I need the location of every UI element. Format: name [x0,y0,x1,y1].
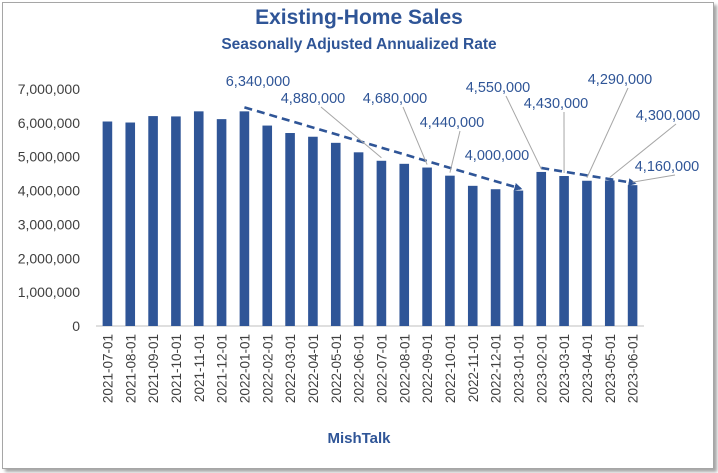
data-label: 4,300,000 [609,108,701,178]
data-label: 4,880,000 [281,91,382,159]
x-tick-label: 2022-02-01 [260,334,275,403]
x-tick-label: 2021-12-01 [215,334,230,403]
x-tick-label: 2022-05-01 [329,334,344,403]
data-label: 4,430,000 [524,96,589,174]
x-tick-label: 2023-03-01 [557,334,572,403]
x-tick-label: 2022-03-01 [283,334,298,403]
chart-title: Existing-Home Sales [255,6,463,29]
data-label-text: 4,000,000 [465,148,530,164]
data-label: 4,160,000 [632,159,700,183]
y-tick-label: 1,000,000 [18,284,80,300]
bar [376,160,387,326]
leader-line [449,130,461,173]
data-label-text: 4,290,000 [588,72,653,88]
x-tick-label: 2022-11-01 [466,334,481,402]
leader-line [505,95,542,170]
bar [125,122,136,326]
bar [285,133,295,326]
x-tick-label: 2023-06-01 [626,334,641,403]
x-tick-label: 2022-12-01 [489,334,504,403]
y-tick-label: 5,000,000 [18,149,80,165]
bar [627,185,638,326]
x-tick-label: 2022-04-01 [306,334,321,403]
data-label: 4,000,000 [465,148,530,164]
x-tick-label: 2022-06-01 [352,334,367,403]
data-label-text: 4,440,000 [420,115,485,131]
x-tick-label: 2022-01-01 [237,334,252,403]
leader-line [402,106,428,165]
x-tick-label: 2022-09-01 [420,334,435,403]
x-tick-label: 2021-08-01 [123,334,138,403]
chart-subtitle: Seasonally Adjusted Annualized Rate [221,36,497,53]
bar [445,175,455,326]
y-tick-label: 3,000,000 [18,216,80,232]
x-tick-label: 2023-05-01 [603,334,618,403]
bar [353,152,364,326]
x-tick-label: 2021-10-01 [169,334,184,403]
x-tick-label: 2021-09-01 [146,334,161,403]
x-tick-label: 2022-08-01 [397,334,412,403]
leader-line [609,123,677,178]
y-tick-label: 6,000,000 [18,115,80,131]
y-tick-label: 7,000,000 [18,81,80,97]
bar [262,125,273,327]
bar [308,136,318,326]
bar [490,189,501,326]
x-tick-label: 2023-04-01 [580,334,595,403]
y-tick-label: 2,000,000 [18,250,80,266]
bar [239,111,250,327]
trend-line [244,106,523,191]
x-tick-label: 2022-10-01 [443,334,458,403]
bar [330,142,341,326]
bar [148,116,158,326]
data-label: 4,680,000 [363,91,428,165]
bar [467,185,478,326]
data-label-text: 4,550,000 [466,80,531,96]
bar [193,111,204,327]
trend-lines [244,106,637,191]
x-tick-label: 2021-11-01 [192,334,207,402]
bar [604,180,615,326]
bar [513,190,524,326]
x-tick-label: 2022-07-01 [374,334,389,403]
x-tick-label: 2023-02-01 [534,334,549,403]
leader-line [586,87,629,178]
data-label-text: 4,680,000 [363,91,428,107]
data-label: 4,290,000 [586,72,653,178]
data-label-text: 4,300,000 [636,108,701,124]
data-label: 6,340,000 [226,74,291,90]
chart-axes: 0 1,000,000 2,000,000 3,000,000 4,000,000 5,0… [18,81,644,334]
data-label-text: 4,880,000 [281,91,346,107]
data-label-text: 4,430,000 [524,96,589,112]
y-tick-label: 0 [72,318,80,334]
bar [171,116,181,326]
leader-line [632,174,676,183]
bar [582,180,592,326]
data-label: 4,550,000 [466,80,542,170]
bar [399,163,410,326]
bar [216,119,227,326]
bar [102,121,113,326]
data-label: 4,440,000 [420,115,485,173]
data-label-text: 6,340,000 [226,74,291,90]
x-tick-label: 2021-07-01 [100,334,115,403]
bar-series [102,111,638,327]
y-tick-label: 4,000,000 [18,183,80,199]
bar [422,167,432,326]
x-axis-ticks: 2021-07-01 2021-08-01 2021-09-01 2021-10-01… [100,334,640,403]
trend-line [541,166,637,187]
bar [559,176,569,326]
x-tick-label: 2023-01-01 [511,334,526,403]
data-label-text: 4,160,000 [635,159,700,175]
leader-line [320,106,382,159]
x-axis-label: MishTalk [327,430,391,447]
bar [536,171,547,326]
